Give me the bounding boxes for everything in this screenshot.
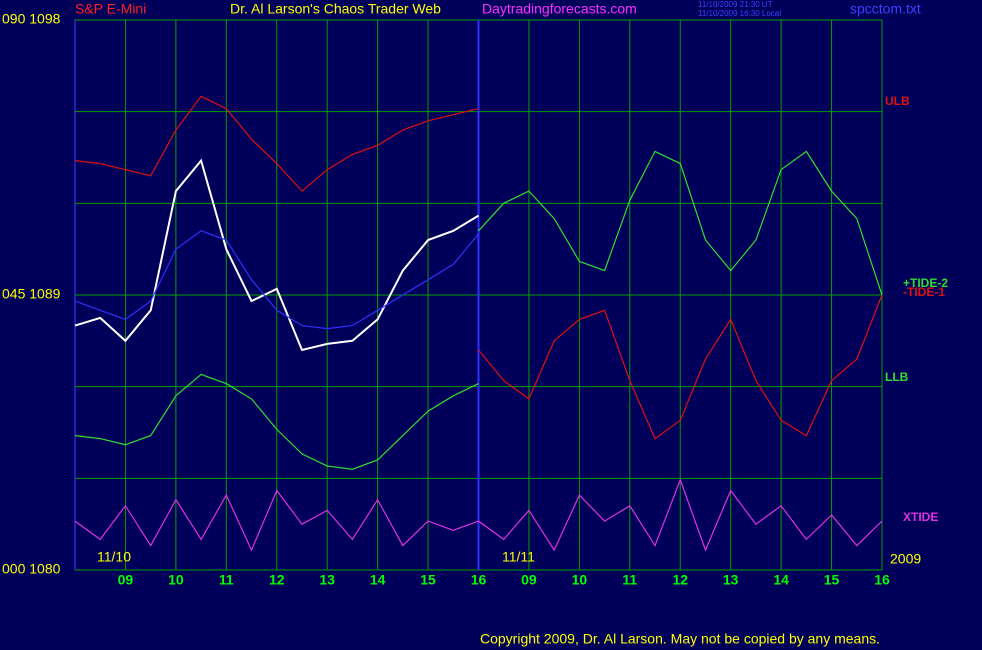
series-line [74,95,479,192]
site: Daytradingforecasts.com [482,1,637,17]
series-label: XTIDE [903,510,938,524]
x-tick-label: 15 [420,572,436,588]
x-tick-label: 11 [622,572,637,588]
x-tick-label: 14 [370,572,386,588]
y-tick-label: 045 1089 [2,286,61,302]
x-tick-label: 09 [521,572,537,588]
x-tick-label: 11 [219,572,234,588]
y-tick-label: 000 1080 [2,561,61,577]
series-line [74,158,480,352]
series-line [74,373,479,470]
x-tick-label: 09 [118,572,134,588]
x-tick-label: 10 [572,572,588,588]
series-label: -TIDE-1 [903,285,945,299]
series-line [478,150,883,296]
x-tick-label: 14 [773,572,789,588]
series-line [478,294,883,440]
year-label: 2009 [890,551,921,567]
x-tick-label: 13 [319,572,335,588]
copyright: Copyright 2009, Dr. Al Larson. May not b… [480,631,880,647]
time-local: 11/10/2009 16:30 Local [698,9,781,18]
x-tick-label: 16 [471,572,487,588]
file-name: spcctom.txt [850,1,921,17]
series-line [74,478,883,552]
instrument: S&P E-Mini [75,1,146,17]
x-tick-label: 10 [168,572,184,588]
date-label: 11/11 [502,549,535,565]
x-tick-label: 16 [874,572,890,588]
y-tick-label: 090 1098 [2,11,61,27]
series-line [74,230,479,330]
x-tick-label: 12 [672,572,688,588]
date-label: 11/10 [97,549,131,565]
series-label: +TIDE-2 [903,276,948,290]
x-tick-label: 15 [824,572,840,588]
series-label: ULB [885,94,910,108]
series-label: LLB [885,370,909,384]
x-tick-label: 12 [269,572,285,588]
chart-title: Dr. Al Larson's Chaos Trader Web [230,1,441,17]
time-ut: 11/10/2009 21:30 UT [698,0,773,9]
x-tick-label: 13 [723,572,739,588]
